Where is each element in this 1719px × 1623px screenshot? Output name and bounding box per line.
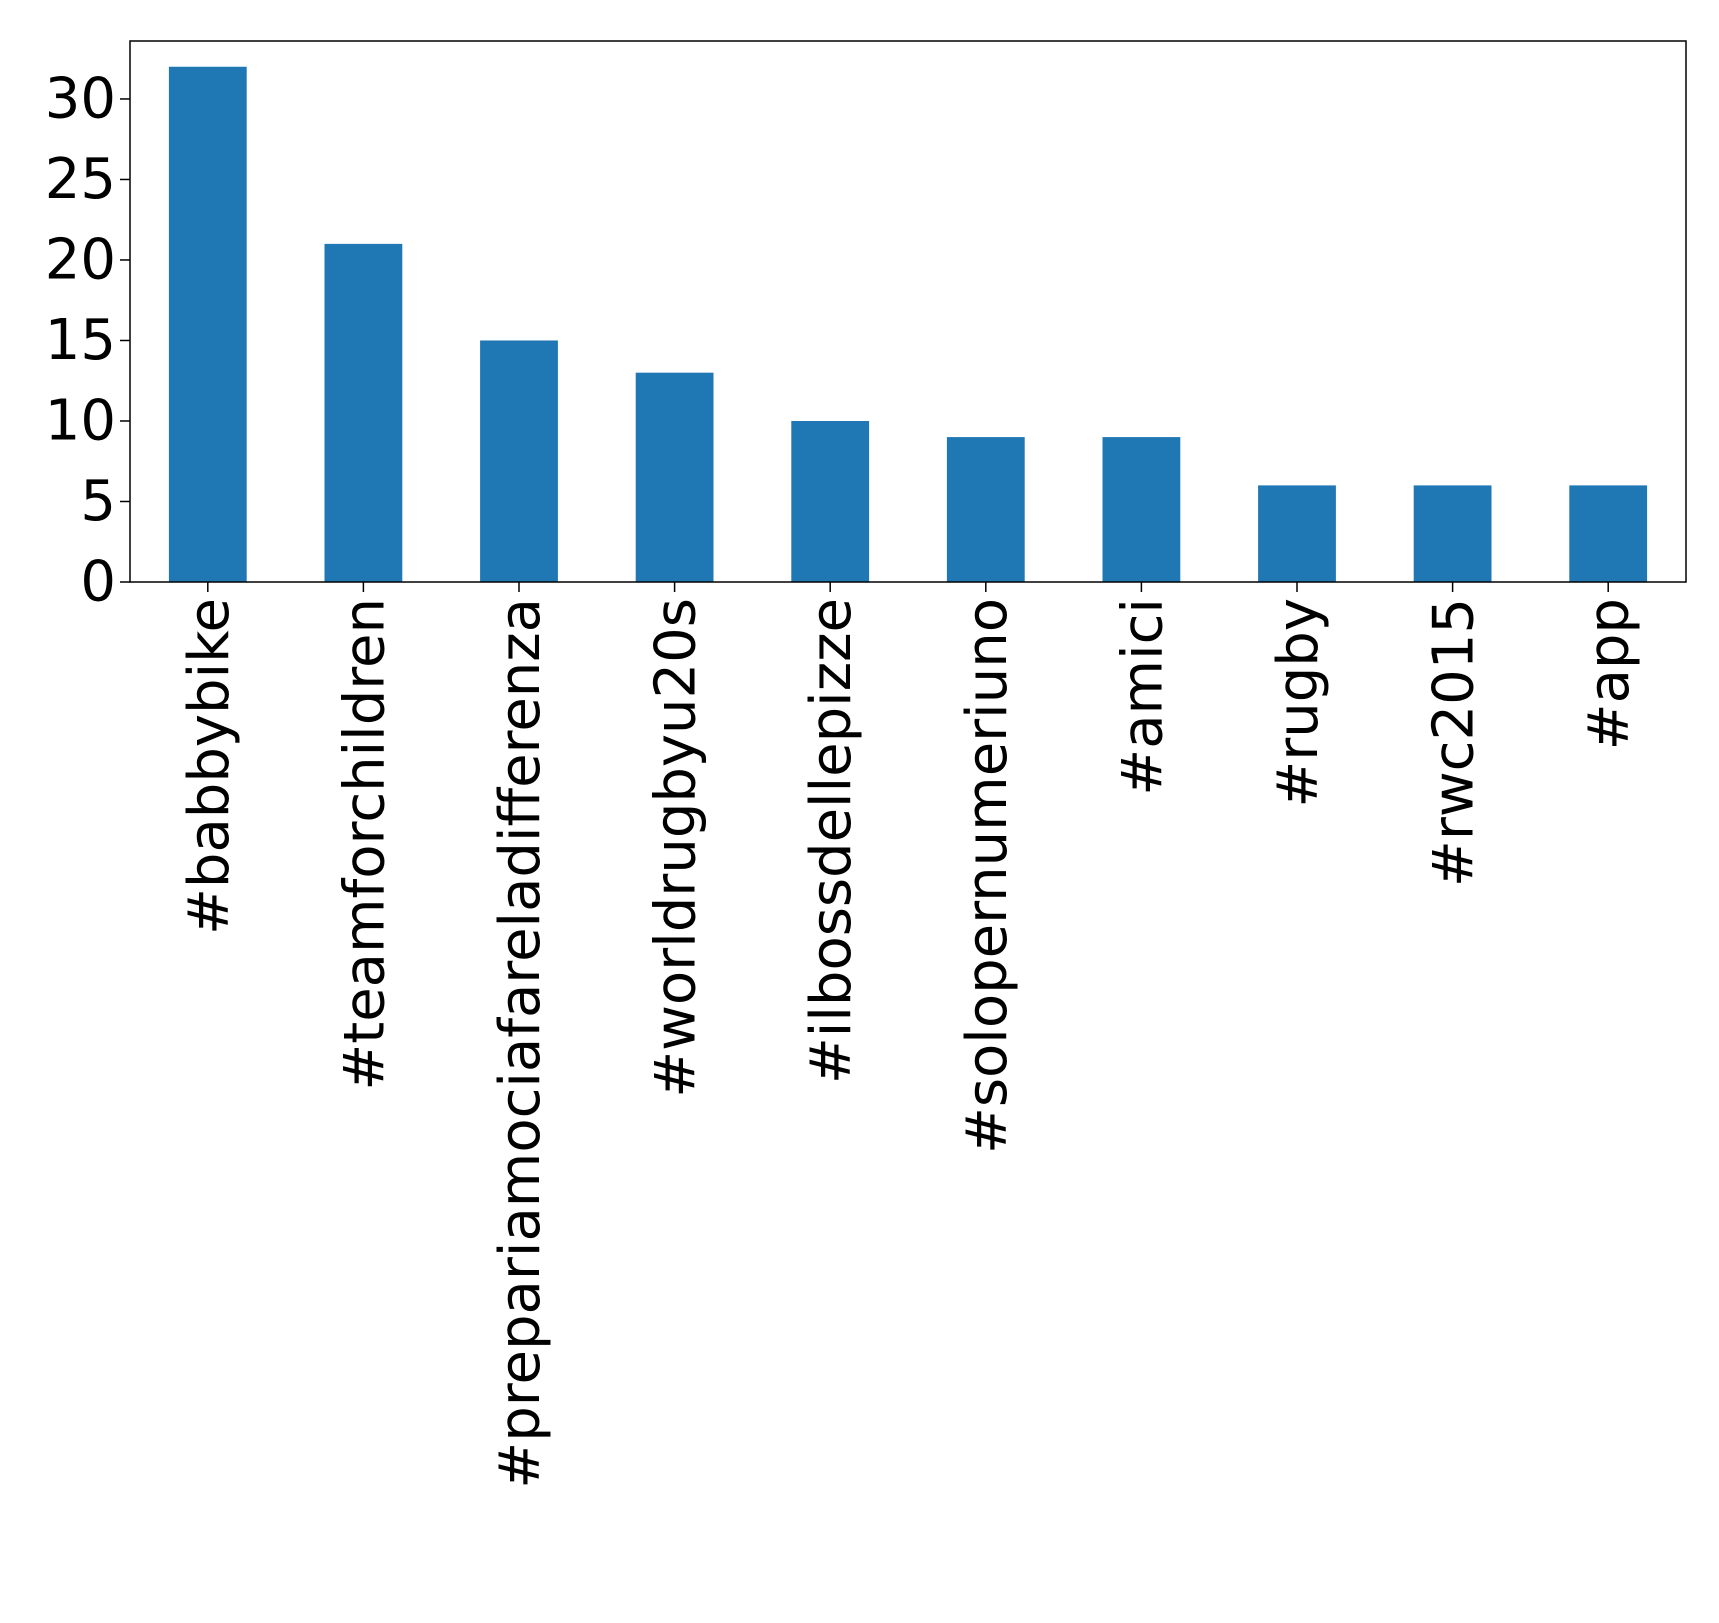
bar-3 <box>635 372 714 582</box>
bar-7 <box>1258 485 1336 582</box>
y-tick-label-2: 10 <box>45 388 116 453</box>
x-tick-label-0: #babbybike <box>177 598 242 935</box>
x-tick-label-4: #ilbossdellepizze <box>799 598 864 1084</box>
y-tick-label-4: 20 <box>45 227 116 292</box>
x-axis: #babbybike #teamforchildren #prepariamocia… <box>177 582 1642 1489</box>
bar-0 <box>168 66 247 582</box>
x-tick-label-2: #prepariamociafareladifferenza <box>488 598 553 1489</box>
bar-8 <box>1413 485 1492 582</box>
bar-5 <box>946 437 1025 582</box>
plot-frame <box>129 40 1687 583</box>
x-tick-label-8: #rwc2015 <box>1422 598 1487 887</box>
x-tick-label-7: #rugby <box>1266 598 1331 808</box>
x-tick-label-3: #worldrugbyu20s <box>644 598 709 1098</box>
bar-4 <box>791 420 870 582</box>
bar-6 <box>1102 437 1181 582</box>
x-tick-label-5: #solopernumeriuno <box>955 598 1020 1154</box>
y-tick-label-6: 30 <box>45 66 116 131</box>
x-tick-label-9: #app <box>1577 598 1642 750</box>
x-tick-label-1: #teamforchildren <box>332 598 397 1091</box>
x-tick-label-6: #amici <box>1110 598 1175 796</box>
bars-layer <box>168 66 1648 583</box>
y-axis: 0 5 10 15 20 25 30 <box>45 66 130 615</box>
y-tick-label-5: 25 <box>45 147 116 212</box>
y-tick-label-1: 5 <box>80 469 116 534</box>
y-tick-label-0: 0 <box>80 550 116 615</box>
bar-2 <box>480 340 558 582</box>
bar-1 <box>324 243 403 583</box>
bar-9 <box>1569 485 1648 582</box>
y-tick-label-3: 15 <box>45 308 116 373</box>
